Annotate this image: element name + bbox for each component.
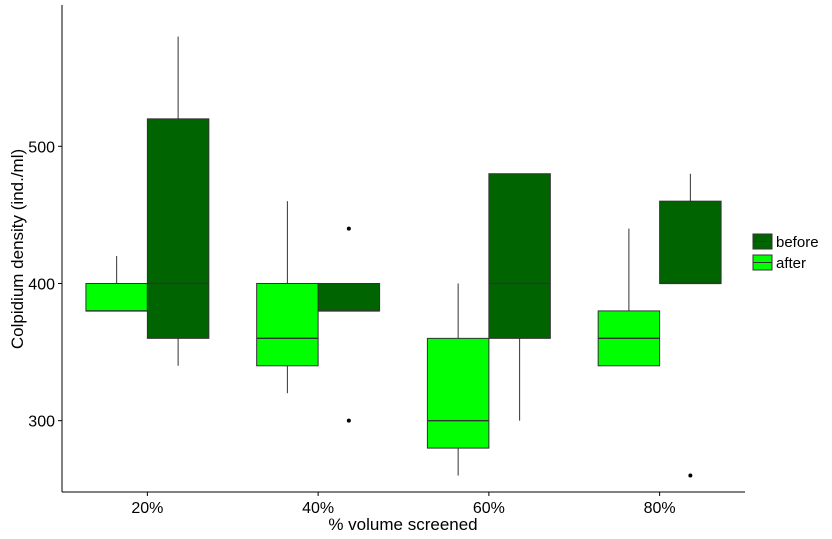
y-tick-label: 300 xyxy=(28,414,55,431)
x-tick-label: 80% xyxy=(644,500,676,517)
box-iqr xyxy=(426,337,490,449)
y-axis-title: Colpidium density (ind./ml) xyxy=(8,149,27,349)
x-tick-label: 40% xyxy=(302,500,334,517)
x-axis-title: % volume screened xyxy=(328,515,477,534)
box-after-80% xyxy=(597,228,661,367)
x-tick-label: 60% xyxy=(473,500,505,517)
box-iqr xyxy=(488,173,551,339)
x-ticks: 20% 40% 60% 80% xyxy=(131,492,676,517)
box-iqr xyxy=(256,282,319,367)
box-iqr xyxy=(659,200,722,284)
box-after-20% xyxy=(85,256,148,312)
outlier-point xyxy=(346,418,351,423)
box-iqr xyxy=(85,282,148,312)
y-tick-label: 400 xyxy=(28,276,55,293)
legend-label: after xyxy=(776,255,806,272)
legend-item-before: before xyxy=(752,233,819,251)
box-before-40% xyxy=(317,226,381,423)
box-after-60% xyxy=(426,283,490,476)
plot-marks xyxy=(85,36,722,478)
box-iqr xyxy=(317,282,381,312)
box-before-60% xyxy=(488,173,551,421)
box-before-20% xyxy=(146,36,210,366)
y-tick-label: 500 xyxy=(28,139,55,156)
box-after-40% xyxy=(256,201,319,394)
outlier-point xyxy=(346,226,351,231)
legend-item-after: after xyxy=(752,254,806,272)
legend-label: before xyxy=(776,234,819,251)
legend: before after xyxy=(752,233,819,272)
box-before-80% xyxy=(659,173,722,478)
x-tick-label: 20% xyxy=(131,500,163,517)
y-ticks: 300 400 500 xyxy=(28,139,62,431)
outlier-point xyxy=(688,473,693,478)
box-iqr xyxy=(146,118,210,339)
